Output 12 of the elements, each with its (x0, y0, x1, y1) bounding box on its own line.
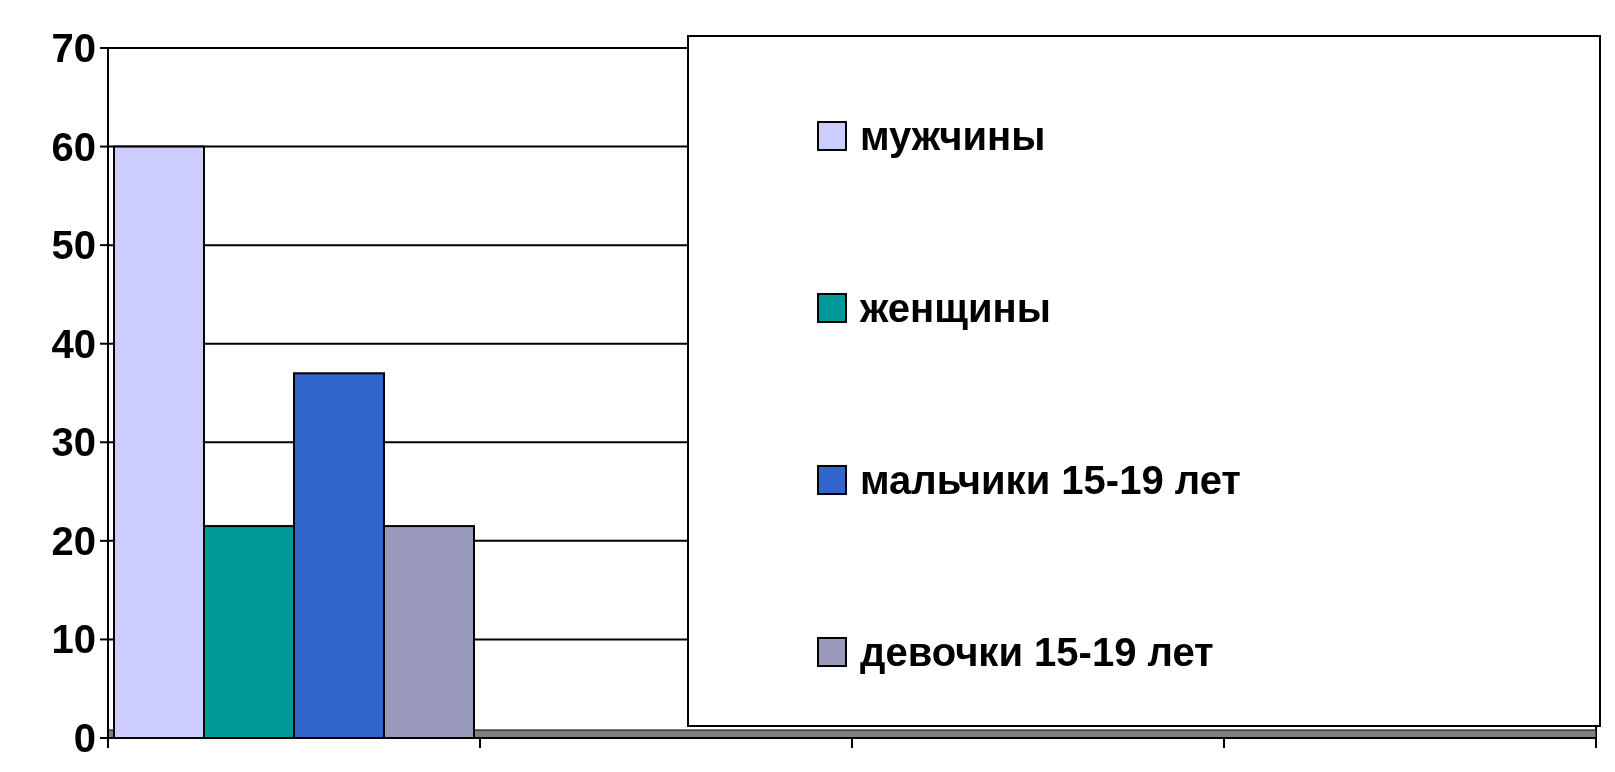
y-tick-label: 20 (51, 518, 96, 563)
legend-label: женщины (859, 286, 1051, 330)
y-tick-label: 70 (51, 26, 96, 70)
y-tick-label: 40 (51, 321, 96, 366)
legend-label: девочки 15-19 лет (860, 630, 1214, 674)
y-tick-label: 30 (51, 420, 96, 465)
y-tick-label: 50 (51, 223, 96, 268)
y-tick-label: 0 (73, 716, 96, 760)
y-tick-label: 10 (51, 617, 96, 662)
legend-label: мальчики 15-19 лет (860, 458, 1241, 502)
y-tick-label: 60 (51, 124, 96, 169)
legend-label: мужчины (860, 114, 1046, 158)
